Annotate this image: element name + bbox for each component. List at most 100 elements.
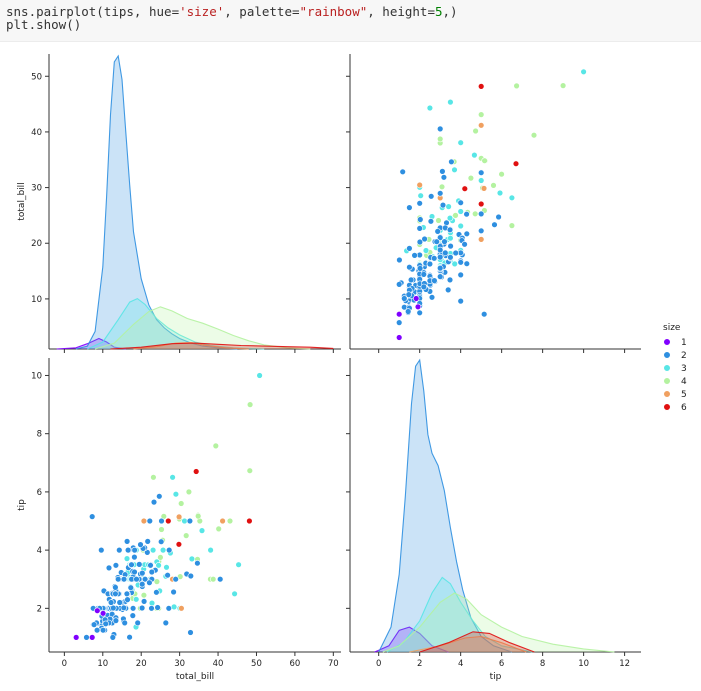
scatter-point	[88, 634, 96, 641]
legend-marker-size-1	[663, 338, 671, 346]
scatter-point	[137, 541, 144, 548]
scatter-point	[457, 222, 464, 230]
kde-fill-size-2	[75, 56, 238, 349]
scatter-point	[172, 575, 179, 583]
scatter-point	[396, 256, 403, 264]
scatter-point	[437, 234, 444, 241]
scatter-point	[428, 193, 435, 200]
legend-label-size-3: 3	[681, 364, 687, 374]
scatter-point	[481, 157, 488, 164]
scatter-point	[451, 166, 458, 174]
scatter-point	[140, 598, 148, 605]
scatter-point	[437, 135, 444, 143]
kde-fill-size-3	[386, 577, 533, 652]
kde-line-size-1	[374, 626, 449, 653]
scatter-point	[442, 249, 449, 257]
scatter-point	[105, 564, 113, 572]
scatter-point	[457, 271, 464, 279]
legend-marker-size-5	[663, 390, 671, 398]
scatter-point	[530, 131, 538, 139]
scatter-point	[120, 604, 128, 611]
y-axis-label-total-bill: total_bill	[17, 182, 27, 220]
scatter-point	[446, 226, 454, 234]
scatter-point	[131, 553, 138, 561]
scatter-point	[155, 562, 162, 569]
panel-tip-vs-total_bill: 0 10 20 30 40 50 60 70 2 4 6 8 10	[31, 358, 341, 669]
scatter-point	[246, 467, 254, 474]
code-line-1: sns.pairplot(tips, hue='size', palette="…	[6, 5, 701, 18]
scatter-point	[114, 575, 122, 583]
scatter-point	[99, 626, 107, 634]
scatter-point	[478, 83, 485, 90]
scatter-point	[406, 204, 413, 211]
legend-label-size-1: 1	[681, 338, 687, 348]
scatter-point	[123, 555, 131, 562]
scatter-point	[478, 210, 485, 218]
scatter-point	[156, 493, 163, 500]
x-tick-label: 10	[578, 659, 589, 669]
scatter-point	[414, 303, 422, 310]
scatter-point	[437, 264, 444, 272]
scatter-point	[396, 334, 403, 341]
scatter-point	[235, 561, 242, 568]
scatter-point	[401, 295, 408, 302]
scatter-point	[461, 185, 468, 192]
scatter-point	[435, 217, 442, 224]
scatter-point	[406, 264, 413, 271]
scatter-point	[226, 517, 234, 525]
scatter-point	[437, 253, 444, 261]
scatter-point	[129, 605, 137, 612]
scatter-point	[463, 211, 470, 218]
scatter-point	[140, 591, 148, 599]
scatter-point	[140, 517, 148, 525]
scatter-point	[461, 241, 468, 248]
scatter-point	[153, 578, 161, 585]
kde-fill-size-4	[95, 306, 311, 349]
scatter-point	[434, 228, 441, 235]
kde-fill-size-4	[382, 593, 615, 652]
scatter-point	[446, 214, 454, 222]
code-cell[interactable]: sns.pairplot(tips, hue='size', palette="…	[0, 0, 701, 42]
panel-total_bill-vs-total_bill: 10 20 30 40 50	[31, 54, 341, 353]
legend-label-size-2: 2	[681, 351, 687, 361]
y-tick-label: 10	[31, 371, 42, 381]
y-tick-label: 2	[37, 604, 42, 614]
scatter-point	[144, 538, 151, 545]
scatter-point	[195, 512, 202, 520]
scatter-point	[178, 605, 185, 612]
scatter-point	[120, 575, 128, 583]
kde-line-size-2	[75, 54, 238, 350]
y-tick-label: 8	[37, 430, 42, 440]
scatter-point	[396, 281, 403, 288]
scatter-point	[123, 590, 131, 597]
scatter-point	[457, 208, 464, 215]
x-tick-label: 4	[458, 659, 463, 669]
panel-tip-vs-tip: 0 2 4 6 8 10 12	[346, 358, 641, 669]
scatter-point	[159, 546, 167, 554]
x-tick-label: 60	[289, 659, 300, 669]
scatter-point	[127, 584, 135, 591]
scatter-point	[165, 517, 172, 525]
scatter-point	[478, 236, 485, 243]
y-tick-label: 20	[31, 239, 42, 249]
scatter-point	[187, 572, 195, 580]
scatter-point	[154, 604, 161, 611]
scatter-point	[490, 182, 497, 189]
scatter-point	[139, 569, 146, 577]
scatter-point	[166, 546, 173, 554]
scatter-point	[112, 584, 119, 591]
scatter-point	[407, 276, 415, 284]
scatter-point	[146, 579, 153, 586]
scatter-point	[256, 372, 263, 379]
scatter-point	[457, 139, 464, 146]
scatter-point	[231, 590, 238, 597]
scatter-point	[447, 254, 454, 261]
scatter-point	[139, 580, 146, 588]
scatter-point	[478, 177, 485, 184]
x-tick-label: 20	[136, 659, 147, 669]
scatter-point	[478, 227, 485, 235]
scatter-point	[148, 568, 156, 576]
scatter-point	[433, 238, 440, 245]
scatter-point	[439, 168, 446, 175]
